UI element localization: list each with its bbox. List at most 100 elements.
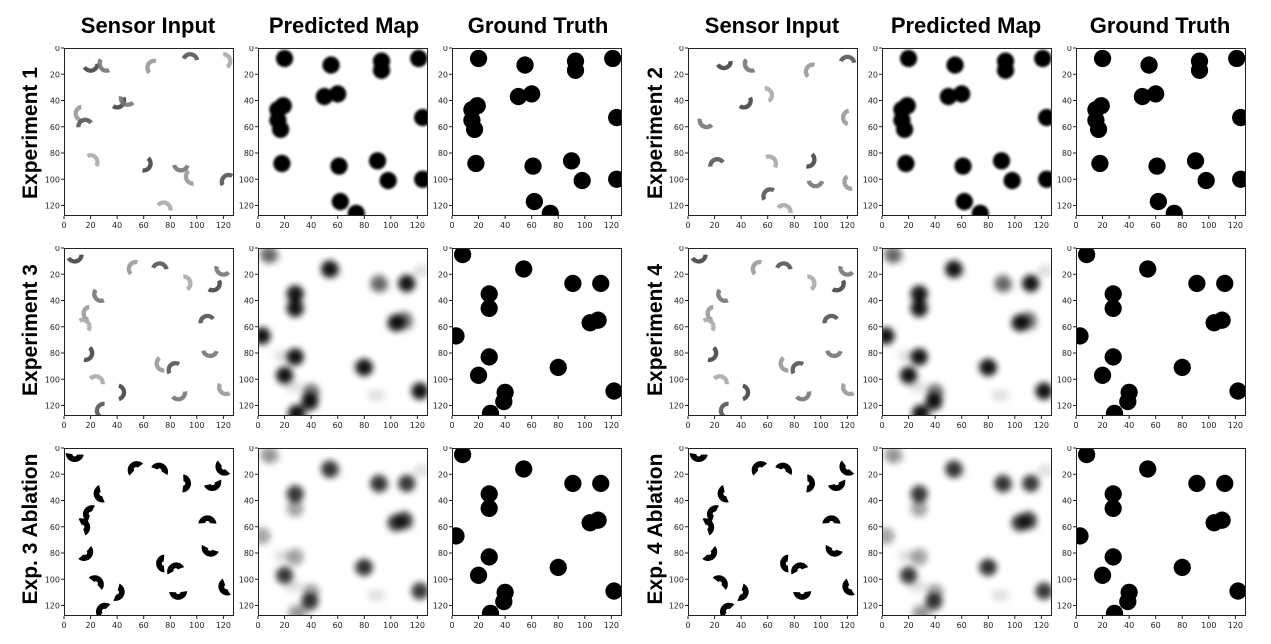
- y-tick-label: 60: [50, 523, 60, 532]
- sensor-arc-mark: [702, 317, 716, 332]
- obstacle-mark: [897, 154, 915, 173]
- y-tick-label: 20: [438, 70, 448, 79]
- y-tick-label: 80: [1062, 549, 1072, 558]
- y-tick-label: 60: [868, 523, 878, 532]
- sensor-arc-mark: [207, 279, 222, 293]
- prediction-haze-mark: [898, 350, 917, 362]
- obstacle-mark: [372, 61, 391, 79]
- obstacle-mark: [925, 392, 943, 411]
- obstacle-mark: [453, 448, 472, 464]
- x-tick-label: 100: [813, 221, 828, 230]
- x-tick-label: 0: [1073, 621, 1078, 630]
- y-tick-label: 20: [1062, 270, 1072, 279]
- x-tick-label: 0: [61, 221, 66, 230]
- sensor-arc-mark: [219, 172, 234, 187]
- obstacle-mark: [480, 299, 498, 318]
- x-tick-label: 0: [1073, 421, 1078, 430]
- obstacle-mark: [939, 87, 958, 106]
- x-tick-label: 100: [383, 621, 398, 630]
- x-tick-label: 0: [685, 621, 690, 630]
- sensor-arc-mark: [151, 462, 168, 475]
- row-label-exp3-ablation: Exp. 3 Ablation: [19, 453, 42, 605]
- obstacle-mark: [910, 299, 928, 318]
- panel-exp2-ground-truth: 0 20 40 60 80 100 120 0 20 40 60 80 100 120: [1056, 44, 1248, 230]
- sensor-arc-mark: [717, 485, 729, 503]
- x-tick-label: 120: [1034, 221, 1049, 230]
- x-tick-label: 100: [1007, 621, 1022, 630]
- sensor-arc-mark: [697, 118, 714, 130]
- prediction-haze-mark: [898, 550, 917, 562]
- y-tick-label: 60: [674, 123, 684, 132]
- prediction-haze-mark: [352, 560, 371, 573]
- prediction-haze-mark: [1020, 319, 1039, 332]
- x-tick-label: 40: [500, 621, 510, 630]
- x-tick-label: 80: [983, 421, 993, 430]
- x-tick-label: 20: [1097, 421, 1107, 430]
- prediction-haze-mark: [996, 280, 1015, 293]
- obstacle-mark: [604, 49, 622, 68]
- prediction-haze-mark: [367, 389, 386, 402]
- x-tick-label: 40: [930, 621, 940, 630]
- sensor-arc-mark: [171, 391, 188, 402]
- y-tick-label: 60: [674, 523, 684, 532]
- x-tick-label: 100: [1201, 221, 1216, 230]
- y-tick-label: 0: [443, 46, 448, 53]
- x-tick-label: 120: [1034, 621, 1049, 630]
- y-tick-label: 120: [433, 602, 448, 611]
- y-tick-label: 120: [433, 402, 448, 411]
- prediction-haze-mark: [996, 480, 1015, 493]
- col-title-sensor-input-right: Sensor Input: [704, 13, 840, 38]
- x-tick-label: 100: [813, 621, 828, 630]
- x-tick-label: 80: [983, 221, 993, 230]
- occupancy-map-svg: 0 20 40 60 80 100 120 0 20 40 60 80 100 120: [669, 244, 858, 430]
- y-tick-label: 120: [1057, 202, 1072, 211]
- sensor-arc-mark: [218, 578, 231, 596]
- y-tick-label: 40: [438, 297, 448, 306]
- obstacle-mark: [1038, 170, 1052, 188]
- sensor-arc-mark: [791, 562, 809, 575]
- y-tick-label: 120: [669, 402, 684, 411]
- occupancy-map-svg: 0 20 40 60 80 100 120 0 20 40 60 80 100 120: [1057, 244, 1246, 430]
- y-tick-label: 60: [1062, 323, 1072, 332]
- y-tick-label: 40: [50, 97, 60, 106]
- prediction-haze-mark: [1020, 519, 1039, 532]
- y-tick-label: 100: [45, 175, 60, 184]
- panel-exp3-ablation-sensor-input: 0 20 40 60 80 100 120 0 20 40 60 80 100 120: [44, 444, 236, 630]
- obstacle-mark: [271, 120, 290, 139]
- y-tick-label: 20: [674, 270, 684, 279]
- sensor-arc-mark: [183, 169, 194, 186]
- y-tick-label: 0: [873, 46, 878, 53]
- prediction-haze-mark: [976, 560, 995, 573]
- y-tick-label: 100: [433, 575, 448, 584]
- prediction-haze-mark: [1036, 464, 1052, 477]
- y-tick-label: 100: [45, 575, 60, 584]
- occupancy-map-svg: 0 20 40 60 80 100 120 0 20 40 60 80 100 120: [863, 244, 1052, 430]
- y-tick-label: 20: [50, 70, 60, 79]
- sensor-arc-mark: [151, 261, 169, 270]
- obstacle-mark: [608, 170, 622, 188]
- sensor-arc-mark: [716, 288, 729, 304]
- prediction-haze-mark: [916, 407, 935, 416]
- x-tick-label: 0: [255, 421, 260, 430]
- occupancy-map-svg: 0 20 40 60 80 100 120 0 20 40 60 80 100 120: [433, 444, 622, 630]
- sensor-arc-mark: [66, 254, 84, 264]
- obstacle-mark: [992, 152, 1011, 170]
- sensor-arc-mark: [78, 518, 91, 536]
- y-tick-label: 80: [868, 349, 878, 358]
- sensor-arc-mark: [742, 58, 756, 73]
- obstacle-mark: [899, 566, 918, 584]
- y-tick-label: 80: [438, 549, 448, 558]
- panel-exp3-ground-truth: 0 20 40 60 80 100 120 0 20 40 60 80 100 120: [432, 244, 624, 430]
- sensor-arc-mark: [95, 602, 111, 616]
- obstacle-mark: [1105, 404, 1124, 416]
- obstacle-mark: [1003, 171, 1021, 190]
- x-tick-label: 40: [306, 621, 316, 630]
- sensor-arc-mark: [183, 274, 193, 292]
- y-tick-label: 0: [55, 246, 60, 253]
- panel-exp3-ablation-predicted-map: 0 20 40 60 80 100 120 0 20 40 60 80 100 120: [238, 444, 430, 630]
- x-tick-label: 60: [1151, 621, 1161, 630]
- obstacle-mark: [414, 108, 428, 127]
- obstacle-mark: [898, 97, 916, 115]
- sensor-arc-mark: [94, 401, 105, 416]
- y-tick-label: 100: [863, 375, 878, 384]
